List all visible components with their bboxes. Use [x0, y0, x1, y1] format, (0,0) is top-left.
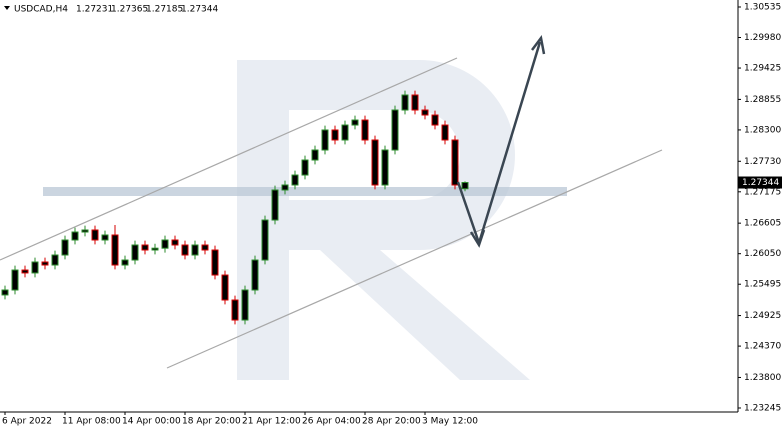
forecast-arrows [456, 34, 546, 248]
candle-body [151, 247, 159, 251]
candle-body [461, 182, 469, 190]
x-tick-label: 3 May 12:00 [422, 417, 478, 427]
y-tick-label: 1.25495 [744, 280, 781, 290]
candle-body [81, 229, 89, 233]
y-tick-label: 1.24370 [744, 342, 781, 352]
candle-body [371, 139, 379, 186]
candle-body [91, 229, 99, 241]
candle-body [1, 289, 9, 296]
candle-body [31, 261, 39, 274]
channel-upper [0, 57, 458, 261]
y-tick-label: 1.23245 [744, 403, 781, 413]
y-tick-label: 1.23800 [744, 373, 781, 383]
y-tick-label: 1.29980 [744, 33, 781, 43]
price-tag [738, 176, 782, 189]
menu-icon[interactable] [4, 6, 10, 10]
candle-body [281, 184, 289, 191]
candle-body [201, 244, 209, 251]
candle-body [111, 234, 119, 266]
candle-body [141, 244, 149, 251]
x-tick-label: 6 Apr 2022 [2, 417, 52, 427]
candle-body [431, 114, 439, 126]
candle-body [301, 159, 309, 176]
y-tick-label: 1.26605 [744, 219, 781, 229]
y-tick-label: 1.24925 [744, 311, 781, 321]
support-zone [43, 187, 567, 196]
candle-body [21, 269, 29, 274]
candle-body [351, 119, 359, 126]
candle-body [221, 274, 229, 301]
channel-lower [166, 149, 663, 369]
candle-body [451, 139, 459, 186]
price-tag-label: 1.27344 [742, 178, 779, 188]
candle-body [41, 261, 49, 266]
candle-body [311, 149, 319, 161]
candle-body [71, 231, 79, 241]
candle-body [271, 189, 279, 221]
x-tick-label: 28 Apr 20:00 [362, 417, 421, 427]
y-tick-label: 1.26050 [744, 249, 781, 259]
candle-body [291, 174, 299, 186]
candle-body [61, 239, 69, 256]
candle-body [161, 239, 169, 249]
candle-body [181, 244, 189, 256]
candle-body [101, 234, 109, 241]
candle-body [341, 124, 349, 141]
candle-body [421, 109, 429, 116]
candle-body [131, 244, 139, 261]
y-tick-label: 1.29425 [744, 64, 781, 74]
candle-body [121, 259, 129, 266]
y-tick-label: 1.28300 [744, 125, 781, 135]
candle-body [401, 94, 409, 111]
symbol: USDCAD,H4 [14, 5, 68, 15]
candle-body [171, 239, 179, 246]
candle-body [241, 289, 249, 321]
y-tick-label: 1.27175 [744, 187, 781, 197]
candle-body [261, 219, 269, 261]
x-tick-label: 14 Apr 00:00 [122, 417, 181, 427]
x-tick-label: 18 Apr 20:00 [182, 417, 241, 427]
candle-body [361, 119, 369, 141]
candle-body [211, 249, 219, 276]
candle-body [231, 299, 239, 321]
candle-body [251, 259, 259, 291]
x-tick-label: 26 Apr 04:00 [302, 417, 361, 427]
candle-body [391, 109, 399, 151]
candle-body [51, 254, 59, 266]
candle-body [441, 124, 449, 141]
y-tick-label: 1.28855 [744, 95, 781, 105]
candle-body [381, 149, 389, 186]
candle-body [191, 244, 199, 256]
candle-body [321, 129, 329, 151]
x-tick-label: 11 Apr 08:00 [62, 417, 121, 427]
low: 1.27185 [146, 5, 183, 15]
candle-body [411, 94, 419, 111]
candle-body [331, 129, 339, 141]
open: 1.27231 [76, 5, 113, 15]
y-tick-label: 1.30535 [744, 2, 781, 12]
high: 1.27365 [111, 5, 148, 15]
candle-body [11, 269, 19, 291]
candles [1, 90, 469, 325]
x-tick-label: 21 Apr 12:00 [242, 417, 301, 427]
y-tick-label: 1.27730 [744, 157, 781, 167]
close: 1.27344 [181, 5, 218, 15]
